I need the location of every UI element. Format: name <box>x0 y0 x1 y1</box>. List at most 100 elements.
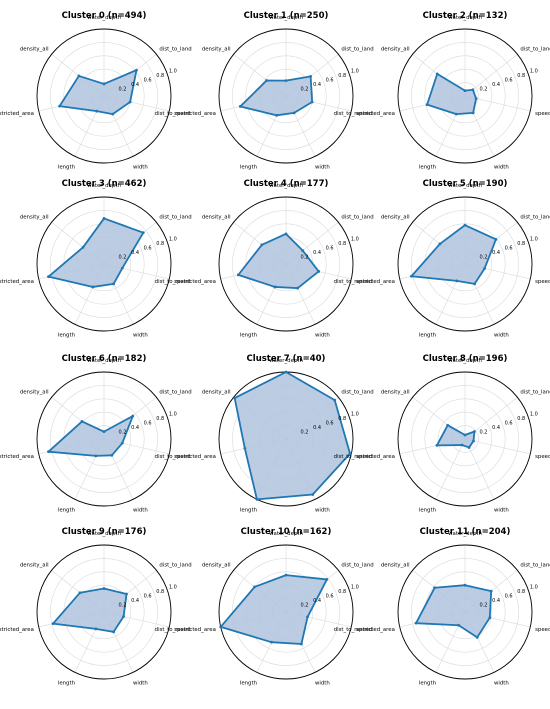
radar-subplot: Cluster 11 (n=204) 0.2 0.4 0.6 0.8 1.0 water_d… <box>334 527 550 686</box>
axis-label: water_depth <box>448 15 482 21</box>
radar-subplot: Cluster 3 (n=462) 0.2 0.4 0.6 0.8 1.0 water_de… <box>0 179 192 338</box>
data-point <box>301 249 305 253</box>
axis-label: width <box>494 332 509 338</box>
axis-label: dist_to_land <box>520 563 550 569</box>
data-point <box>253 585 256 589</box>
axis-label: water_depth <box>448 358 482 364</box>
axis-label: dist_to_land <box>341 563 373 569</box>
data-point <box>325 578 329 581</box>
series-polygon <box>237 232 320 290</box>
subplot-title: Cluster 2 (n=132) <box>423 11 508 21</box>
subplot-title: Cluster 7 (n=40) <box>247 354 326 364</box>
axis-label: speed <box>356 111 372 117</box>
radar-subplot: Cluster 10 (n=162) 0.2 0.4 0.6 0.8 1.0 water_d… <box>155 527 374 686</box>
data-point <box>260 243 264 247</box>
axis-label: water_depth <box>87 358 121 364</box>
data-point <box>473 430 476 433</box>
data-point <box>494 237 498 241</box>
radial-tick-label: 1.0 <box>169 68 177 74</box>
radial-tick-label: 0.4 <box>131 598 139 604</box>
radial-tick-label: 0.8 <box>517 241 525 247</box>
axis-label: density_all <box>202 47 231 53</box>
axis-label: dist_to_land <box>341 215 373 221</box>
radial-tick-label: 0.4 <box>313 82 321 88</box>
data-point <box>135 68 138 72</box>
radial-tick-label: 0.8 <box>156 73 164 79</box>
radial-tick-label: 0.2 <box>479 603 487 609</box>
data-point <box>483 267 486 270</box>
data-point <box>94 454 98 458</box>
outer-ring <box>397 544 533 680</box>
radial-tick-label: 0.8 <box>156 589 164 595</box>
axis-label: density_all <box>202 390 231 396</box>
data-point <box>454 112 458 116</box>
axis-label: length <box>419 680 436 686</box>
data-point <box>265 79 269 82</box>
series-polygon <box>239 75 314 117</box>
axis-label: dist_to_land <box>341 47 373 53</box>
data-point <box>471 111 475 115</box>
axis-label: width <box>494 507 509 513</box>
axis-label: width <box>133 680 148 686</box>
data-point <box>309 74 313 78</box>
data-point <box>81 245 85 249</box>
data-point <box>47 275 50 279</box>
axis-label: dist_to_land <box>159 215 191 221</box>
outer-ring <box>397 28 533 164</box>
radial-tick-label: 0.2 <box>479 255 487 261</box>
axis-label: water_depth <box>269 15 303 21</box>
series-polygon <box>47 415 134 457</box>
radial-tick-label: 0.8 <box>338 241 346 247</box>
axis-label: water_depth <box>87 531 121 537</box>
radial-tick-label: 0.6 <box>144 246 152 252</box>
axis-label: width <box>315 332 330 338</box>
data-point <box>414 621 418 625</box>
data-point <box>410 274 413 278</box>
outer-ring <box>397 196 533 332</box>
data-point <box>112 630 115 634</box>
data-point <box>463 583 467 587</box>
data-point <box>111 112 115 116</box>
axis-label: length <box>419 164 436 170</box>
radial-tick-label: 0.6 <box>505 78 513 84</box>
axis-label: speed <box>174 627 190 633</box>
series-polygon <box>58 69 138 116</box>
axis-label: density_all <box>381 390 410 396</box>
data-point <box>236 273 240 277</box>
data-point <box>317 270 321 273</box>
axis-label: density_all <box>20 215 49 221</box>
radial-tick-label: 0.2 <box>479 430 487 436</box>
data-point <box>348 452 352 456</box>
radial-tick-label: 0.2 <box>300 87 308 93</box>
grid-spoke <box>464 438 495 500</box>
data-point <box>435 444 439 447</box>
axis-label: dist_to_restricted_area <box>334 111 395 117</box>
radial-tick-label: 1.0 <box>530 68 538 74</box>
data-point <box>489 589 493 593</box>
data-point <box>474 97 478 100</box>
outer-ring <box>36 371 172 507</box>
radar-subplot: Cluster 5 (n=190) 0.2 0.4 0.6 0.8 1.0 water_de… <box>334 179 550 338</box>
data-point <box>78 591 82 595</box>
axis-label: length <box>240 332 257 338</box>
data-point <box>463 223 467 227</box>
axis-label: dist_to_land <box>159 390 191 396</box>
radar-subplot: Cluster 0 (n=494) 0.2 0.4 0.6 0.8 1.0 water_de… <box>0 11 192 170</box>
radial-tick-label: 0.8 <box>517 589 525 595</box>
series-polygon <box>219 574 328 645</box>
outer-ring <box>218 28 354 164</box>
outer-ring <box>36 28 172 164</box>
radial-tick-label: 0.8 <box>517 73 525 79</box>
series-polygon <box>410 224 497 285</box>
data-point <box>58 104 61 108</box>
radial-tick-label: 0.8 <box>338 416 346 422</box>
radial-tick-label: 0.8 <box>156 416 164 422</box>
axis-label: dist_to_restricted_area <box>155 454 216 460</box>
data-point <box>311 493 315 496</box>
data-point <box>91 285 95 289</box>
axis-label: water_depth <box>87 183 121 189</box>
data-point <box>284 573 288 577</box>
axis-label: dist_to_restricted_area <box>334 627 395 633</box>
axis-label: speed <box>174 454 190 460</box>
axis-label: dist_to_restricted_area <box>155 111 216 117</box>
